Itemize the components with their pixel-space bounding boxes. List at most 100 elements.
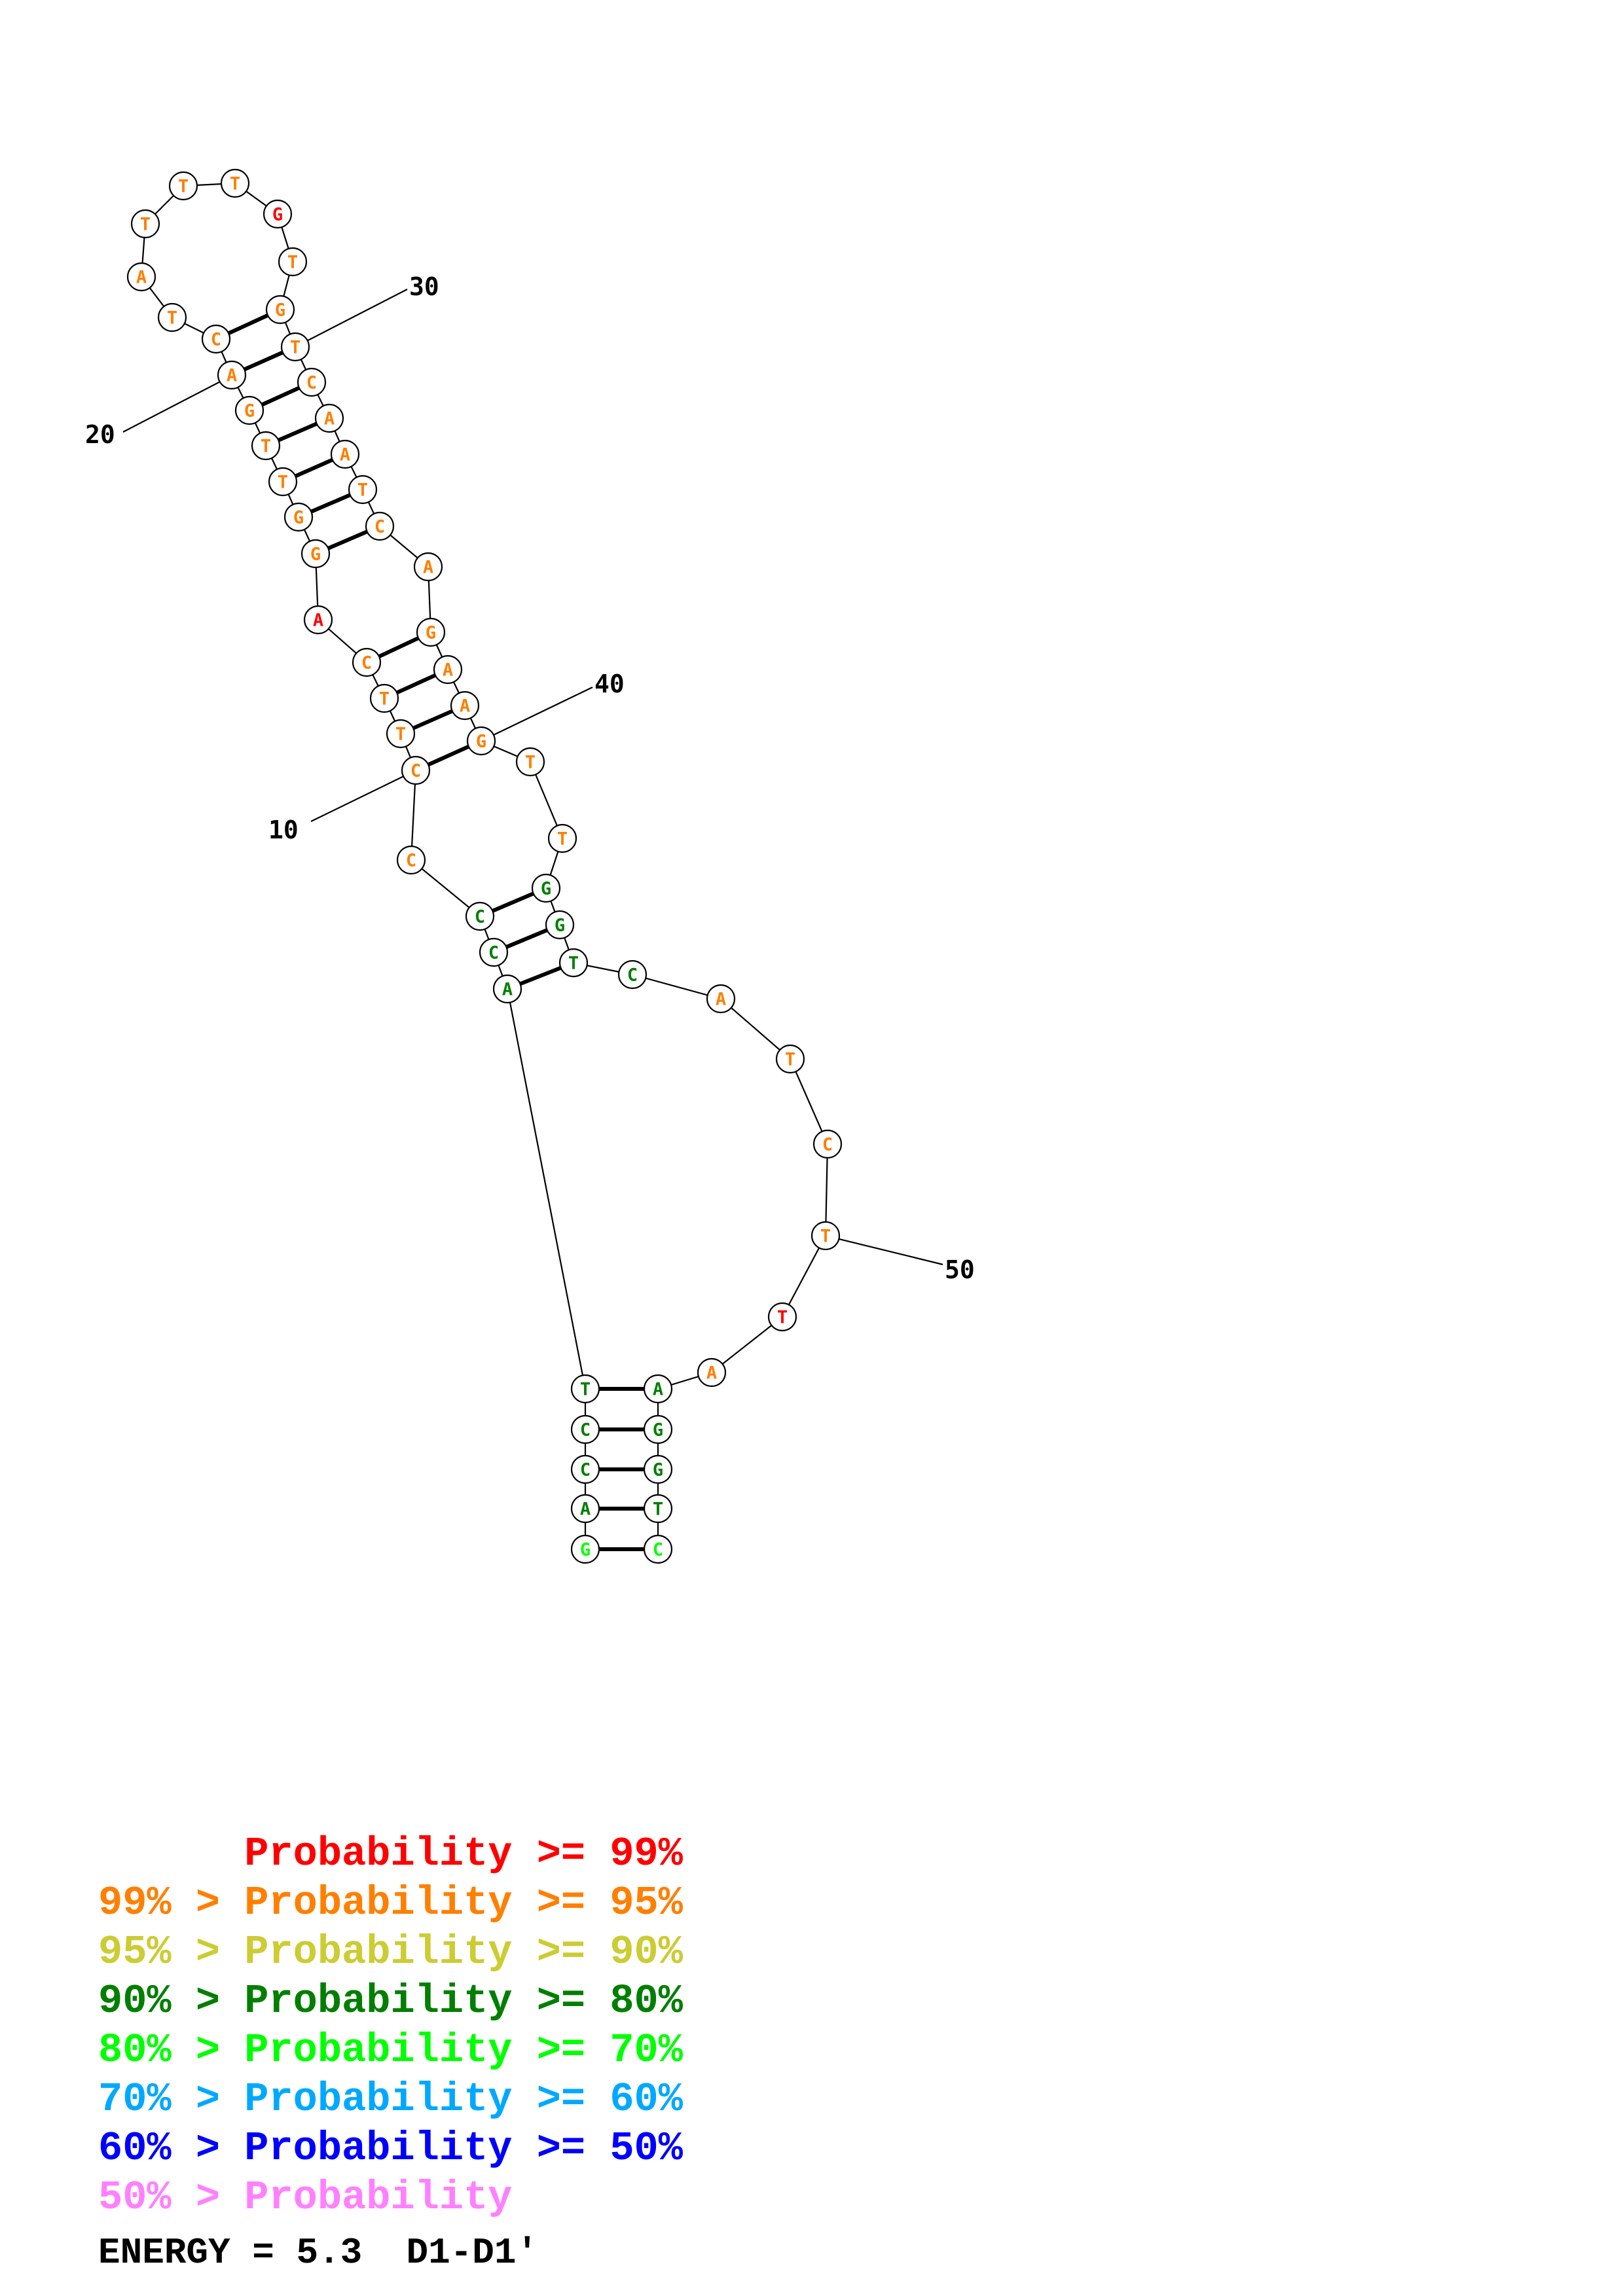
nucleotide-letter: T xyxy=(568,954,579,974)
nucleotide-circle xyxy=(217,360,247,390)
position-ticks: 10 20 30 40 50 xyxy=(85,272,975,1284)
tick-10-line xyxy=(310,770,416,822)
nucleotide-letter: C xyxy=(361,653,372,673)
nucleotide-letter: A xyxy=(313,611,323,631)
nucleotide-circle xyxy=(531,873,561,903)
nucleotide-22: T xyxy=(157,302,187,332)
nucleotide-letter: T xyxy=(557,829,568,850)
tick-40-label: 40 xyxy=(594,670,625,698)
backbone-link-8-9 xyxy=(410,859,481,917)
nucleotide-23: A xyxy=(126,262,156,292)
nucleotide-circle xyxy=(643,1494,673,1524)
nucleotide-letter: G xyxy=(244,401,255,422)
nucleotide-circle xyxy=(570,1534,600,1564)
nucleotide-letter: G xyxy=(310,545,321,565)
nucleotide-circle xyxy=(812,1129,843,1159)
nucleotide-circle xyxy=(570,1414,600,1444)
nucleotide-letter: T xyxy=(287,253,298,273)
nucleotide-circle xyxy=(545,910,575,940)
nucleotide-letter: A xyxy=(136,268,147,288)
nucleotide-circle xyxy=(265,295,295,325)
nucleotide-letter: T xyxy=(167,308,177,329)
legend-row: 50% > Probability xyxy=(98,2174,513,2221)
nucleotide-letter: A xyxy=(716,990,726,1010)
nucleotide-circle xyxy=(643,1534,673,1564)
nucleotide-letter: T xyxy=(278,473,288,493)
nucleotide-circle xyxy=(365,511,395,541)
nucleotide-letter: G xyxy=(476,732,486,752)
nucleotide-letter: C xyxy=(406,851,416,871)
nucleotide-circle xyxy=(697,1357,727,1388)
nucleotide-letter: T xyxy=(820,1227,831,1247)
nucleotide-letter: G xyxy=(293,508,304,528)
nucleotide-letter: G xyxy=(653,1460,663,1480)
nucleotide-8: C xyxy=(465,901,495,931)
nucleotide-letter: C xyxy=(653,1540,663,1560)
tick-30-line xyxy=(295,289,408,348)
backbone-link-47-48 xyxy=(720,998,791,1060)
tick-40-line xyxy=(481,687,593,742)
nucleotide-37: G xyxy=(416,617,446,647)
nucleotide-52: A xyxy=(697,1357,727,1388)
nucleotide-circle xyxy=(352,647,382,677)
nucleotide-letter: C xyxy=(488,943,499,963)
nucleotide-letter: A xyxy=(706,1363,717,1384)
nucleotide-circle xyxy=(251,431,281,461)
backbone-link-9-10 xyxy=(410,770,417,861)
legend-row: 90% > Probability >= 80% xyxy=(98,1978,683,2024)
nucleotide-circle xyxy=(348,475,378,505)
backbone-link-5-6 xyxy=(506,988,587,1390)
nucleotide-12: T xyxy=(369,683,399,713)
nucleotide-letter: C xyxy=(410,761,421,781)
nucleotide-circle xyxy=(234,395,264,425)
nucleotide-45: T xyxy=(558,948,589,978)
nucleotide-circle xyxy=(643,1414,673,1444)
nucleotide-letter: C xyxy=(374,517,385,537)
nucleotide-letter: C xyxy=(306,373,317,393)
nucleotide-circle xyxy=(570,1454,600,1484)
backbone-link-50-51 xyxy=(782,1235,826,1318)
nucleotide-circle xyxy=(811,1221,841,1251)
nucleotide-20: A xyxy=(217,360,247,390)
nucleotide-circle xyxy=(386,719,416,749)
nucleotide-13: C xyxy=(352,647,382,677)
nucleotide-circle xyxy=(465,901,495,931)
nucleotide-circle xyxy=(570,1494,600,1524)
legend-row: 95% > Probability >= 90% xyxy=(98,1929,683,1975)
nucleotide-letter: A xyxy=(227,366,237,386)
nucleotide-38: A xyxy=(433,655,463,685)
legend-row: Probability >= 99% xyxy=(98,1831,683,1877)
nucleotide-39: A xyxy=(450,691,480,721)
nucleotide-9: C xyxy=(396,845,426,875)
nucleotide-letter: T xyxy=(357,480,368,501)
nucleotide-letter: T xyxy=(230,174,240,194)
nucleotide-circle xyxy=(330,439,360,469)
nucleotide-letter: T xyxy=(379,689,390,709)
nucleotide-letter: G xyxy=(580,1540,591,1560)
nucleotide-letter: C xyxy=(580,1420,591,1441)
nucleotide-circle xyxy=(416,617,446,647)
nucleotide-11: T xyxy=(386,719,416,749)
base-pair-20-30 xyxy=(243,350,284,372)
tick-30-label: 30 xyxy=(409,272,439,301)
nucleotide-circle xyxy=(643,1454,673,1484)
nucleotide-43: G xyxy=(531,873,561,903)
base-pair-15-35 xyxy=(327,529,368,550)
nucleotide-32: A xyxy=(314,403,344,433)
base-pair-13-37 xyxy=(378,636,420,658)
nucleotide-42: T xyxy=(547,823,577,853)
nucleotide-circle xyxy=(297,367,327,397)
nucleotide-circle xyxy=(450,691,480,721)
nucleotide-letter: T xyxy=(525,753,536,773)
nucleotide-circle xyxy=(617,960,647,990)
nucleotide-26: T xyxy=(220,168,250,198)
base-pair-7-44 xyxy=(505,928,548,949)
nucleotide-letter: C xyxy=(211,330,221,350)
tick-50-line xyxy=(825,1234,943,1266)
nucleotide-circle xyxy=(263,199,293,229)
nucleotide-circle xyxy=(706,984,736,1014)
nucleotide-letter: T xyxy=(290,338,301,358)
nucleotide-letter: A xyxy=(502,980,513,1000)
